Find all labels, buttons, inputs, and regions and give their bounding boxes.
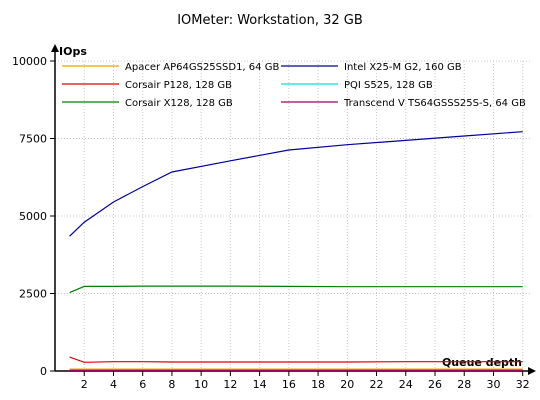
y-axis-arrow (51, 44, 59, 52)
x-tick-label: 32 (516, 378, 530, 391)
y-tick-label: 10000 (12, 55, 47, 68)
legend: Apacer AP64GS25SSD1, 64 GB Intel X25-M G2… (62, 62, 526, 109)
legend-item: PQI S525, 128 GB (281, 80, 433, 91)
y-tick-label: 5000 (19, 210, 47, 223)
x-tick-label: 10 (194, 378, 208, 391)
y-tick-labels: 0 2500 5000 7500 10000 (12, 55, 55, 378)
legend-item: Intel X25-M G2, 160 GB (281, 62, 462, 73)
series-line-3 (69, 356, 523, 363)
x-tick-label: 2 (81, 378, 88, 391)
y-tick-label: 2500 (19, 288, 47, 301)
legend-label: Apacer AP64GS25SSD1, 64 GB (125, 62, 279, 73)
series-lines (69, 131, 523, 371)
x-tick-label: 24 (399, 378, 413, 391)
x-tick-label: 28 (457, 378, 471, 391)
x-tick-label: 8 (168, 378, 175, 391)
x-tick-label: 22 (370, 378, 384, 391)
legend-label: Intel X25-M G2, 160 GB (344, 62, 462, 73)
series-line-2 (69, 131, 523, 237)
series-line-5 (69, 285, 523, 294)
x-tick-label: 26 (428, 378, 442, 391)
x-tick-label: 16 (282, 378, 296, 391)
x-tick-labels: 2 4 6 8 10 12 14 16 18 20 22 24 26 28 30 32 (81, 371, 530, 391)
x-axis-label: Queue depth (442, 356, 522, 369)
x-tick-label: 20 (340, 378, 354, 391)
chart-title: IOMeter: Workstation, 32 GB (177, 13, 363, 28)
x-tick-label: 6 (139, 378, 146, 391)
gridlines (55, 60, 530, 371)
x-tick-label: 14 (253, 378, 267, 391)
x-tick-label: 12 (223, 378, 237, 391)
y-axis-label: IOps (59, 45, 87, 58)
legend-label: Corsair X128, 128 GB (125, 98, 233, 109)
x-tick-label: 30 (486, 378, 500, 391)
legend-label: PQI S525, 128 GB (344, 80, 433, 91)
y-tick-label: 0 (40, 365, 47, 378)
legend-label: Corsair P128, 128 GB (125, 80, 232, 91)
x-tick-label: 18 (311, 378, 325, 391)
legend-item: Corsair P128, 128 GB (62, 80, 232, 91)
legend-item: Corsair X128, 128 GB (62, 98, 233, 109)
y-tick-label: 7500 (19, 133, 47, 146)
x-tick-label: 4 (110, 378, 117, 391)
legend-item: Transcend V TS64GSSS25S-S, 64 GB (281, 98, 526, 109)
x-axis-arrow (528, 367, 536, 375)
legend-item: Apacer AP64GS25SSD1, 64 GB (62, 62, 279, 73)
axes (51, 44, 536, 375)
legend-label: Transcend V TS64GSSS25S-S, 64 GB (343, 98, 526, 109)
